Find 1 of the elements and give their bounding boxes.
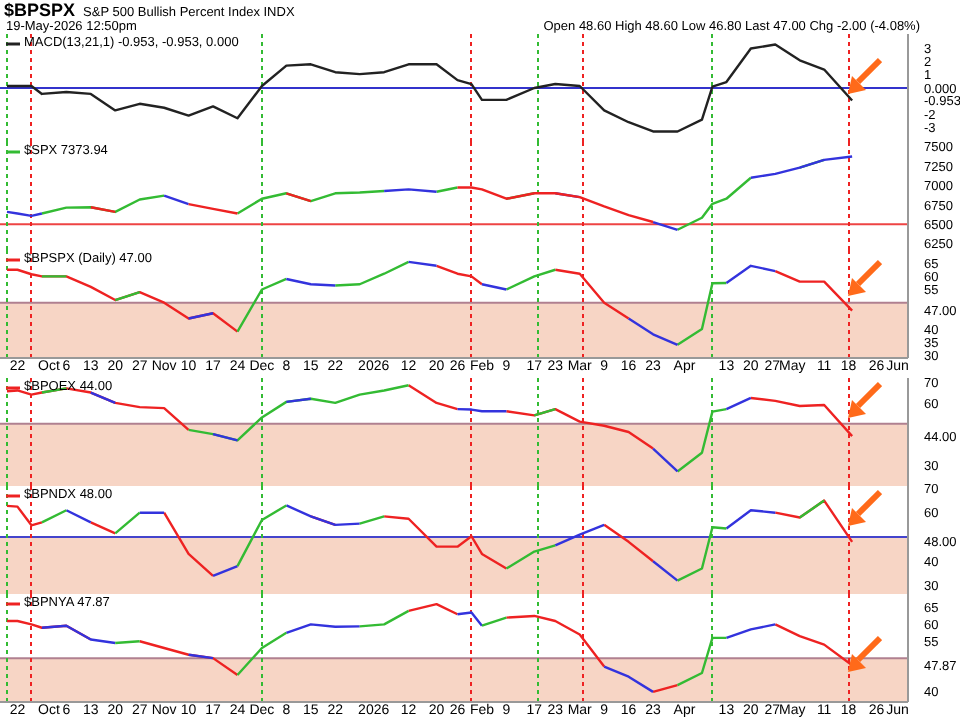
chart-title: $BPSPX xyxy=(4,0,76,20)
